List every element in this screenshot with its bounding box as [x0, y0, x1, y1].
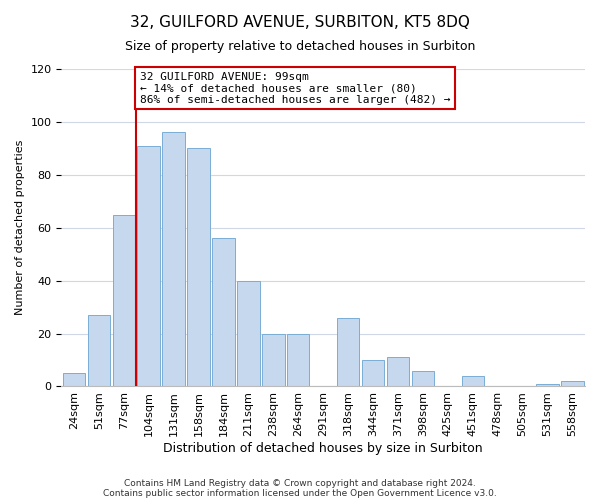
- Text: 32, GUILFORD AVENUE, SURBITON, KT5 8DQ: 32, GUILFORD AVENUE, SURBITON, KT5 8DQ: [130, 15, 470, 30]
- Bar: [113, 214, 135, 386]
- Bar: [536, 384, 559, 386]
- Bar: [262, 334, 284, 386]
- Bar: [62, 373, 85, 386]
- Bar: [362, 360, 384, 386]
- Bar: [88, 315, 110, 386]
- Bar: [461, 376, 484, 386]
- Y-axis label: Number of detached properties: Number of detached properties: [15, 140, 25, 316]
- Bar: [212, 238, 235, 386]
- Text: Size of property relative to detached houses in Surbiton: Size of property relative to detached ho…: [125, 40, 475, 53]
- Bar: [163, 132, 185, 386]
- Bar: [387, 358, 409, 386]
- X-axis label: Distribution of detached houses by size in Surbiton: Distribution of detached houses by size …: [163, 442, 483, 455]
- Text: Contains HM Land Registry data © Crown copyright and database right 2024.: Contains HM Land Registry data © Crown c…: [124, 478, 476, 488]
- Text: Contains public sector information licensed under the Open Government Licence v3: Contains public sector information licen…: [103, 488, 497, 498]
- Bar: [412, 370, 434, 386]
- Text: 32 GUILFORD AVENUE: 99sqm
← 14% of detached houses are smaller (80)
86% of semi-: 32 GUILFORD AVENUE: 99sqm ← 14% of detac…: [140, 72, 451, 105]
- Bar: [562, 381, 584, 386]
- Bar: [237, 280, 260, 386]
- Bar: [287, 334, 310, 386]
- Bar: [337, 318, 359, 386]
- Bar: [137, 146, 160, 386]
- Bar: [187, 148, 210, 386]
